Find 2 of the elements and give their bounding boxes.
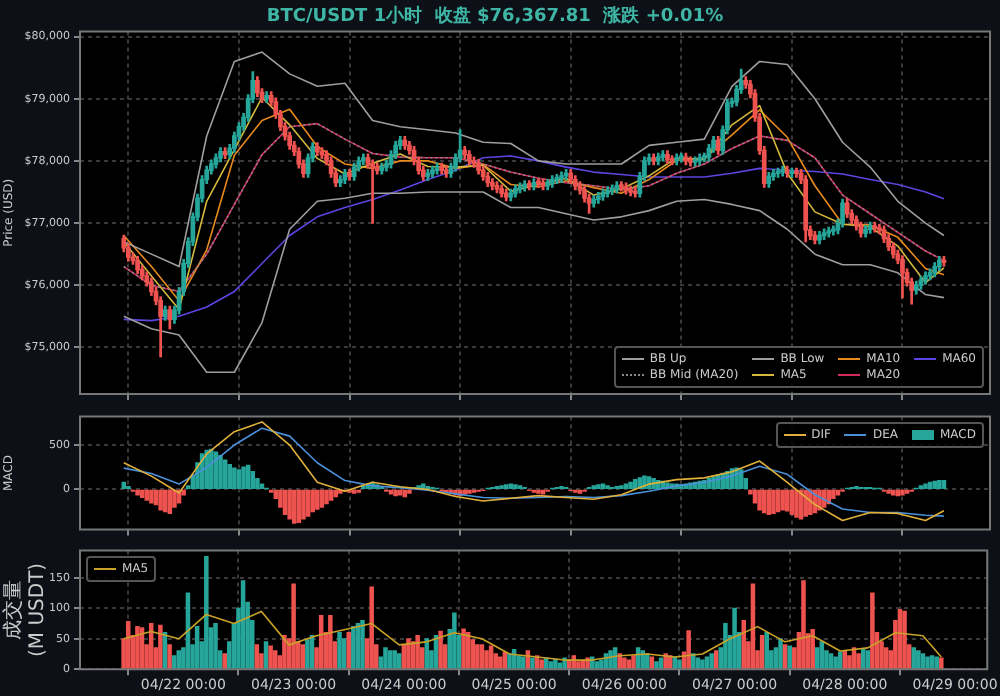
chart-title: BTC/USDT 1小时 收盘 $76,367.81 涨跌 +0.01% [266, 5, 724, 28]
y-axis-title: 成交量 (M USDT) [1, 562, 50, 657]
